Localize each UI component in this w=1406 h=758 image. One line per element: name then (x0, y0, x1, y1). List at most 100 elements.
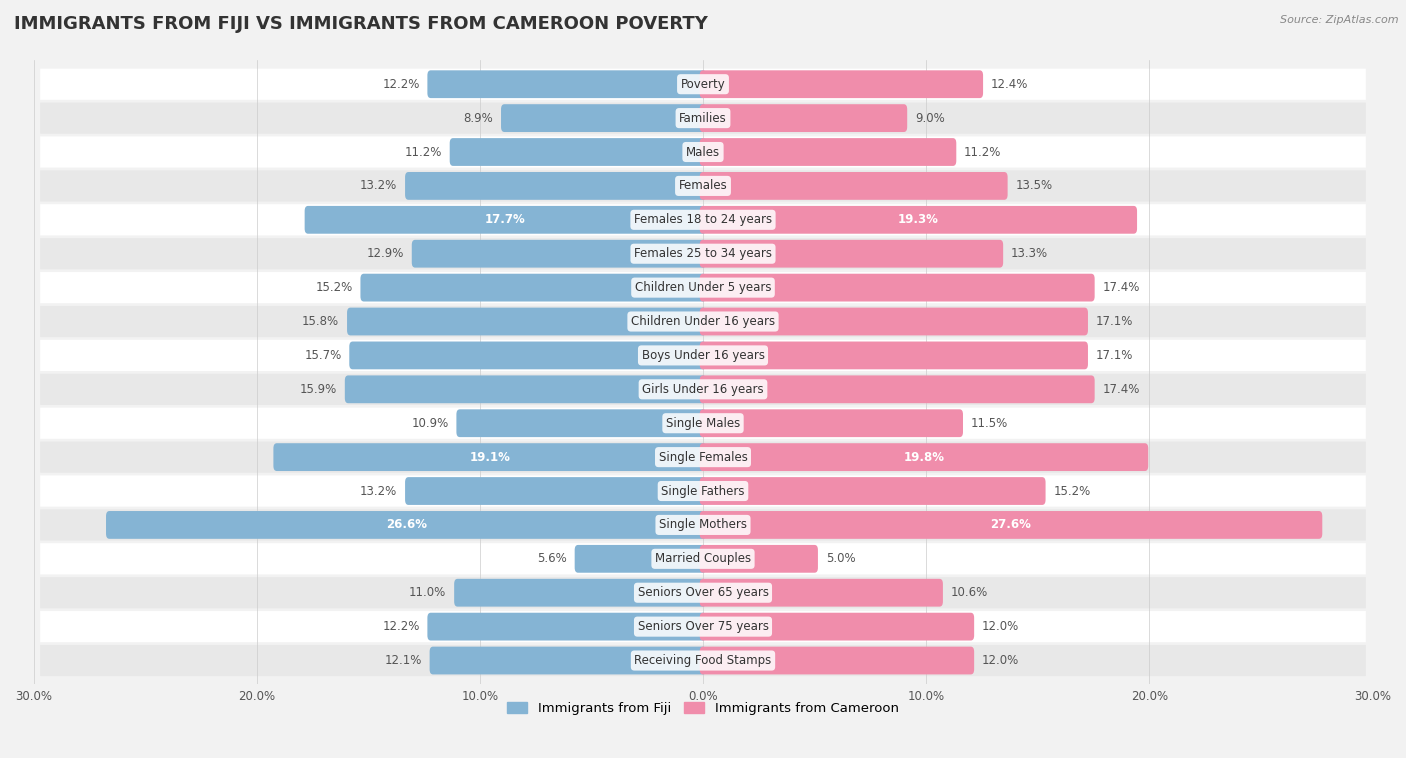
Text: IMMIGRANTS FROM FIJI VS IMMIGRANTS FROM CAMEROON POVERTY: IMMIGRANTS FROM FIJI VS IMMIGRANTS FROM … (14, 15, 709, 33)
Text: 17.4%: 17.4% (1102, 383, 1140, 396)
Text: 9.0%: 9.0% (915, 111, 945, 124)
Text: 12.9%: 12.9% (367, 247, 404, 260)
Text: 13.2%: 13.2% (360, 180, 398, 193)
FancyBboxPatch shape (41, 340, 1365, 371)
Text: Single Males: Single Males (666, 417, 740, 430)
Text: 11.2%: 11.2% (405, 146, 441, 158)
FancyBboxPatch shape (349, 342, 706, 369)
FancyBboxPatch shape (41, 408, 1365, 439)
FancyBboxPatch shape (273, 443, 706, 471)
FancyBboxPatch shape (344, 375, 706, 403)
Text: 8.9%: 8.9% (464, 111, 494, 124)
Text: 15.2%: 15.2% (1053, 484, 1091, 497)
Text: 11.0%: 11.0% (409, 586, 446, 600)
FancyBboxPatch shape (41, 509, 1365, 540)
Text: 10.9%: 10.9% (412, 417, 449, 430)
FancyBboxPatch shape (41, 577, 1365, 609)
Text: 19.8%: 19.8% (904, 450, 945, 464)
Text: 27.6%: 27.6% (991, 518, 1032, 531)
Text: 15.7%: 15.7% (304, 349, 342, 362)
FancyBboxPatch shape (700, 375, 1095, 403)
FancyBboxPatch shape (700, 545, 818, 573)
Text: Children Under 16 years: Children Under 16 years (631, 315, 775, 328)
FancyBboxPatch shape (41, 645, 1365, 676)
Text: 11.5%: 11.5% (970, 417, 1008, 430)
Text: Source: ZipAtlas.com: Source: ZipAtlas.com (1281, 15, 1399, 25)
FancyBboxPatch shape (427, 612, 706, 641)
FancyBboxPatch shape (700, 647, 974, 675)
Text: 12.0%: 12.0% (981, 620, 1019, 633)
Text: 13.2%: 13.2% (360, 484, 398, 497)
FancyBboxPatch shape (405, 477, 706, 505)
Text: Single Mothers: Single Mothers (659, 518, 747, 531)
Text: 12.0%: 12.0% (981, 654, 1019, 667)
FancyBboxPatch shape (360, 274, 706, 302)
FancyBboxPatch shape (412, 240, 706, 268)
FancyBboxPatch shape (41, 102, 1365, 133)
FancyBboxPatch shape (700, 206, 1137, 233)
Text: 11.2%: 11.2% (965, 146, 1001, 158)
Text: Females: Females (679, 180, 727, 193)
Text: Married Couples: Married Couples (655, 553, 751, 565)
FancyBboxPatch shape (700, 579, 943, 606)
FancyBboxPatch shape (41, 611, 1365, 642)
FancyBboxPatch shape (41, 306, 1365, 337)
FancyBboxPatch shape (41, 171, 1365, 202)
FancyBboxPatch shape (41, 136, 1365, 168)
FancyBboxPatch shape (700, 138, 956, 166)
FancyBboxPatch shape (430, 647, 706, 675)
FancyBboxPatch shape (700, 274, 1095, 302)
Text: 5.6%: 5.6% (537, 553, 567, 565)
FancyBboxPatch shape (41, 475, 1365, 506)
Text: Poverty: Poverty (681, 78, 725, 91)
Text: 13.3%: 13.3% (1011, 247, 1047, 260)
Text: 13.5%: 13.5% (1015, 180, 1053, 193)
Text: 17.4%: 17.4% (1102, 281, 1140, 294)
FancyBboxPatch shape (700, 443, 1149, 471)
FancyBboxPatch shape (41, 543, 1365, 575)
FancyBboxPatch shape (41, 204, 1365, 236)
FancyBboxPatch shape (41, 238, 1365, 269)
FancyBboxPatch shape (454, 579, 706, 606)
FancyBboxPatch shape (700, 70, 983, 98)
FancyBboxPatch shape (105, 511, 706, 539)
Text: 15.9%: 15.9% (299, 383, 337, 396)
FancyBboxPatch shape (450, 138, 706, 166)
FancyBboxPatch shape (700, 172, 1008, 200)
Text: 5.0%: 5.0% (825, 553, 855, 565)
FancyBboxPatch shape (347, 308, 706, 336)
FancyBboxPatch shape (700, 409, 963, 437)
Text: 12.2%: 12.2% (382, 620, 419, 633)
Text: Children Under 5 years: Children Under 5 years (634, 281, 772, 294)
FancyBboxPatch shape (700, 240, 1002, 268)
FancyBboxPatch shape (700, 308, 1088, 336)
FancyBboxPatch shape (575, 545, 706, 573)
Text: Seniors Over 75 years: Seniors Over 75 years (637, 620, 769, 633)
FancyBboxPatch shape (700, 104, 907, 132)
Text: Females 25 to 34 years: Females 25 to 34 years (634, 247, 772, 260)
Text: Boys Under 16 years: Boys Under 16 years (641, 349, 765, 362)
Text: 10.6%: 10.6% (950, 586, 988, 600)
Text: Males: Males (686, 146, 720, 158)
FancyBboxPatch shape (501, 104, 706, 132)
Text: Single Females: Single Females (658, 450, 748, 464)
Text: Girls Under 16 years: Girls Under 16 years (643, 383, 763, 396)
Text: 12.1%: 12.1% (384, 654, 422, 667)
Text: Single Fathers: Single Fathers (661, 484, 745, 497)
FancyBboxPatch shape (700, 612, 974, 641)
Text: 12.4%: 12.4% (991, 78, 1028, 91)
Text: 19.3%: 19.3% (898, 213, 939, 227)
FancyBboxPatch shape (41, 272, 1365, 303)
FancyBboxPatch shape (41, 441, 1365, 473)
FancyBboxPatch shape (700, 511, 1322, 539)
Text: 17.1%: 17.1% (1095, 315, 1133, 328)
FancyBboxPatch shape (700, 477, 1046, 505)
FancyBboxPatch shape (700, 342, 1088, 369)
Text: 12.2%: 12.2% (382, 78, 419, 91)
Text: 17.7%: 17.7% (485, 213, 526, 227)
Text: Receiving Food Stamps: Receiving Food Stamps (634, 654, 772, 667)
Text: Families: Families (679, 111, 727, 124)
Text: 19.1%: 19.1% (470, 450, 510, 464)
FancyBboxPatch shape (305, 206, 706, 233)
Text: 26.6%: 26.6% (385, 518, 426, 531)
